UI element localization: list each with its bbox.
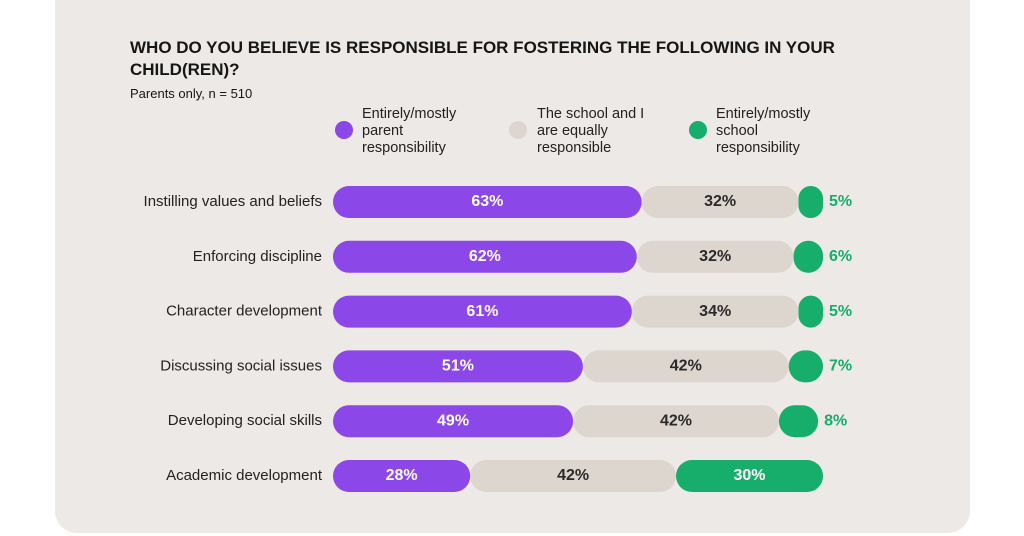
category-label: Enforcing discipline [193,248,322,265]
value-label: 42% [660,412,692,429]
legend-label: Entirely/mostly parent responsibility [362,106,457,156]
category-label: Developing social skills [168,412,322,429]
bar-segment [333,295,632,328]
chart-title: WHO DO YOU BELIEVE IS RESPONSIBLE FOR FO… [130,38,835,79]
bar-segment [333,240,637,273]
bar-segment [788,350,823,383]
bar-segment [798,186,823,218]
bar-segment [333,186,642,218]
bar-segment [582,350,789,383]
value-label: 61% [466,303,498,320]
bar-segment [778,405,819,438]
value-label: 28% [386,467,418,484]
value-label: 42% [670,358,702,375]
value-label: 63% [471,193,503,210]
legend-label: The school and I are equally responsible [537,106,645,156]
bar-segment [573,405,779,438]
value-label: 51% [442,358,474,375]
bar-segment [676,460,823,492]
category-label: Academic development [166,467,323,484]
chart-subtitle: Parents only, n = 510 [130,86,253,101]
value-label: 32% [704,193,736,210]
category-label: Discussing social issues [160,357,322,374]
legend-label: Entirely/mostly school responsibility [716,106,811,156]
value-label: 42% [557,467,589,484]
bar-segment [636,240,794,273]
value-label: 32% [699,248,731,265]
value-label: 49% [437,412,469,429]
value-label: 8% [824,412,847,429]
legend-swatch [509,121,527,139]
bar-segment [798,295,823,328]
category-label: Instilling values and beliefs [144,193,322,210]
bar-segment [631,295,799,328]
bar-segment [641,186,799,218]
value-label: 7% [829,358,852,375]
bar-segment [333,350,583,383]
bar-segment [793,240,823,273]
bar-segment [333,405,574,438]
legend-swatch [689,121,707,139]
category-label: Character development [166,303,323,320]
bar-segment [470,460,676,492]
value-label: 62% [469,248,501,265]
value-label: 6% [829,248,852,265]
bar-segment [333,460,471,492]
value-label: 5% [829,303,852,320]
legend-swatch [335,121,353,139]
value-label: 30% [733,467,765,484]
value-label: 5% [829,193,852,210]
value-label: 34% [699,303,731,320]
